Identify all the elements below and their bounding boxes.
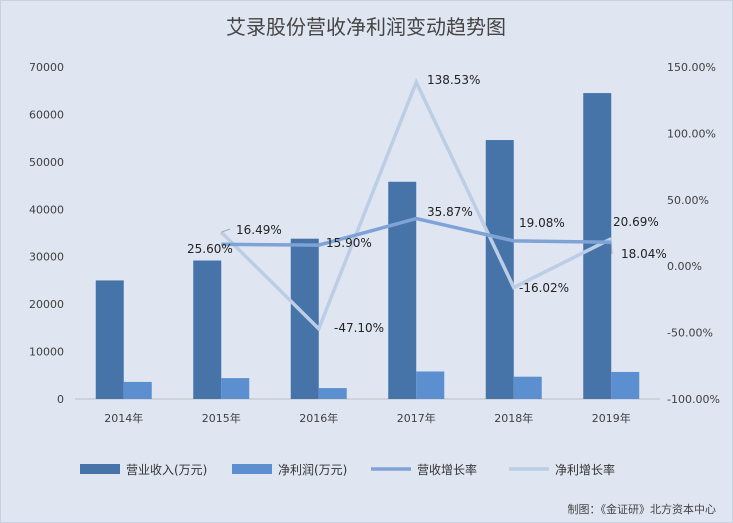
right-axis-tick-label: 100.00% xyxy=(667,127,716,140)
bar-net-profit xyxy=(416,371,445,399)
legend-label: 营收增长率 xyxy=(417,462,477,477)
right-axis-tick-label: -100.00% xyxy=(667,393,720,406)
data-label-net-profit-growth: 25.60% xyxy=(187,242,233,256)
left-axis-tick-label: 40000 xyxy=(29,203,64,216)
right-axis-tick-label: 0.00% xyxy=(667,260,702,273)
legend-label: 营业收入(万元) xyxy=(126,463,207,477)
bar-net-profit xyxy=(221,378,250,399)
data-label-net-profit-growth: -16.02% xyxy=(519,281,569,295)
legend-label: 净利润(万元) xyxy=(278,463,347,477)
x-axis-tick-label: 2018年 xyxy=(494,411,533,425)
data-label-revenue-growth: 15.90% xyxy=(326,236,372,250)
x-axis-tick-label: 2017年 xyxy=(397,411,436,425)
bar-revenue xyxy=(290,238,319,399)
x-axis-tick-label: 2019年 xyxy=(592,411,631,425)
bar-net-profit xyxy=(123,381,152,399)
series-line-net-profit-growth xyxy=(220,77,613,332)
data-labels: 15.90% 35.87% 19.08% 18.04% 16.49%25.60% -47.… xyxy=(187,73,667,335)
label-leader xyxy=(221,228,231,233)
label-leader xyxy=(610,242,613,255)
x-axis-tick-label: 2016年 xyxy=(299,411,338,425)
legend-swatch xyxy=(232,464,272,474)
left-axis-tick-label: 60000 xyxy=(29,108,64,121)
right-axis-ticks: -100.00% -50.00% 0.00% 50.00% 100.00% 150.00% xyxy=(667,61,720,406)
left-axis-tick-label: 20000 xyxy=(29,298,64,311)
chart-title: 艾录股份营收净利润变动趋势图 xyxy=(226,15,506,39)
data-label-revenue-growth: 19.08% xyxy=(519,216,565,230)
left-axis-tick-label: 50000 xyxy=(29,156,64,169)
bar-net-profit xyxy=(513,376,542,399)
legend: 营业收入(万元) 净利润(万元) 营收增长率 净利增长率 xyxy=(80,462,615,477)
right-axis-tick-label: 50.00% xyxy=(667,194,709,207)
bar-revenue xyxy=(193,260,222,399)
series-line-revenue-growth xyxy=(221,216,612,247)
lines xyxy=(220,77,613,332)
legend-swatch xyxy=(80,464,120,474)
bar-revenue xyxy=(485,140,514,400)
data-label-revenue-growth: 16.49% xyxy=(236,223,282,237)
left-axis-tick-label: 70000 xyxy=(29,61,64,74)
left-axis-tick-label: 10000 xyxy=(29,346,64,359)
data-label-net-profit-growth: -47.10% xyxy=(334,321,384,335)
chart-credit: 制图：《金证研》北方资本中心 xyxy=(568,502,717,516)
x-axis-tick-label: 2015年 xyxy=(202,411,241,425)
data-label-revenue-growth: 35.87% xyxy=(427,205,473,219)
bar-revenue xyxy=(388,181,417,399)
bar-net-profit xyxy=(318,388,347,399)
bar-net-profit xyxy=(611,371,640,399)
x-axis-tick-label: 2014年 xyxy=(104,411,143,425)
data-label-revenue-growth: 18.04% xyxy=(621,247,667,261)
left-axis-tick-label: 30000 xyxy=(29,251,64,264)
left-axis-tick-label: 0 xyxy=(57,393,64,406)
x-axis-ticks: 2014年 2015年 2016年 2017年 2018年 2019年 xyxy=(104,411,631,425)
left-axis-ticks: 0 10000 20000 30000 40000 50000 60000 70000 xyxy=(29,61,64,406)
right-axis-tick-label: -50.00% xyxy=(667,327,713,340)
bar-revenue xyxy=(95,280,124,399)
data-label-net-profit-growth: 20.69% xyxy=(613,215,659,229)
right-axis-tick-label: 150.00% xyxy=(667,61,716,74)
legend-label: 净利增长率 xyxy=(555,462,615,477)
data-label-net-profit-growth: 138.53% xyxy=(427,73,480,87)
